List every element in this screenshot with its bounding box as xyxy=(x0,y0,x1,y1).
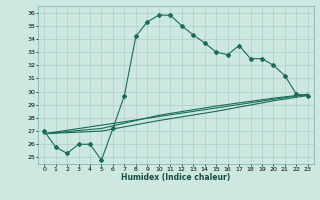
X-axis label: Humidex (Indice chaleur): Humidex (Indice chaleur) xyxy=(121,173,231,182)
